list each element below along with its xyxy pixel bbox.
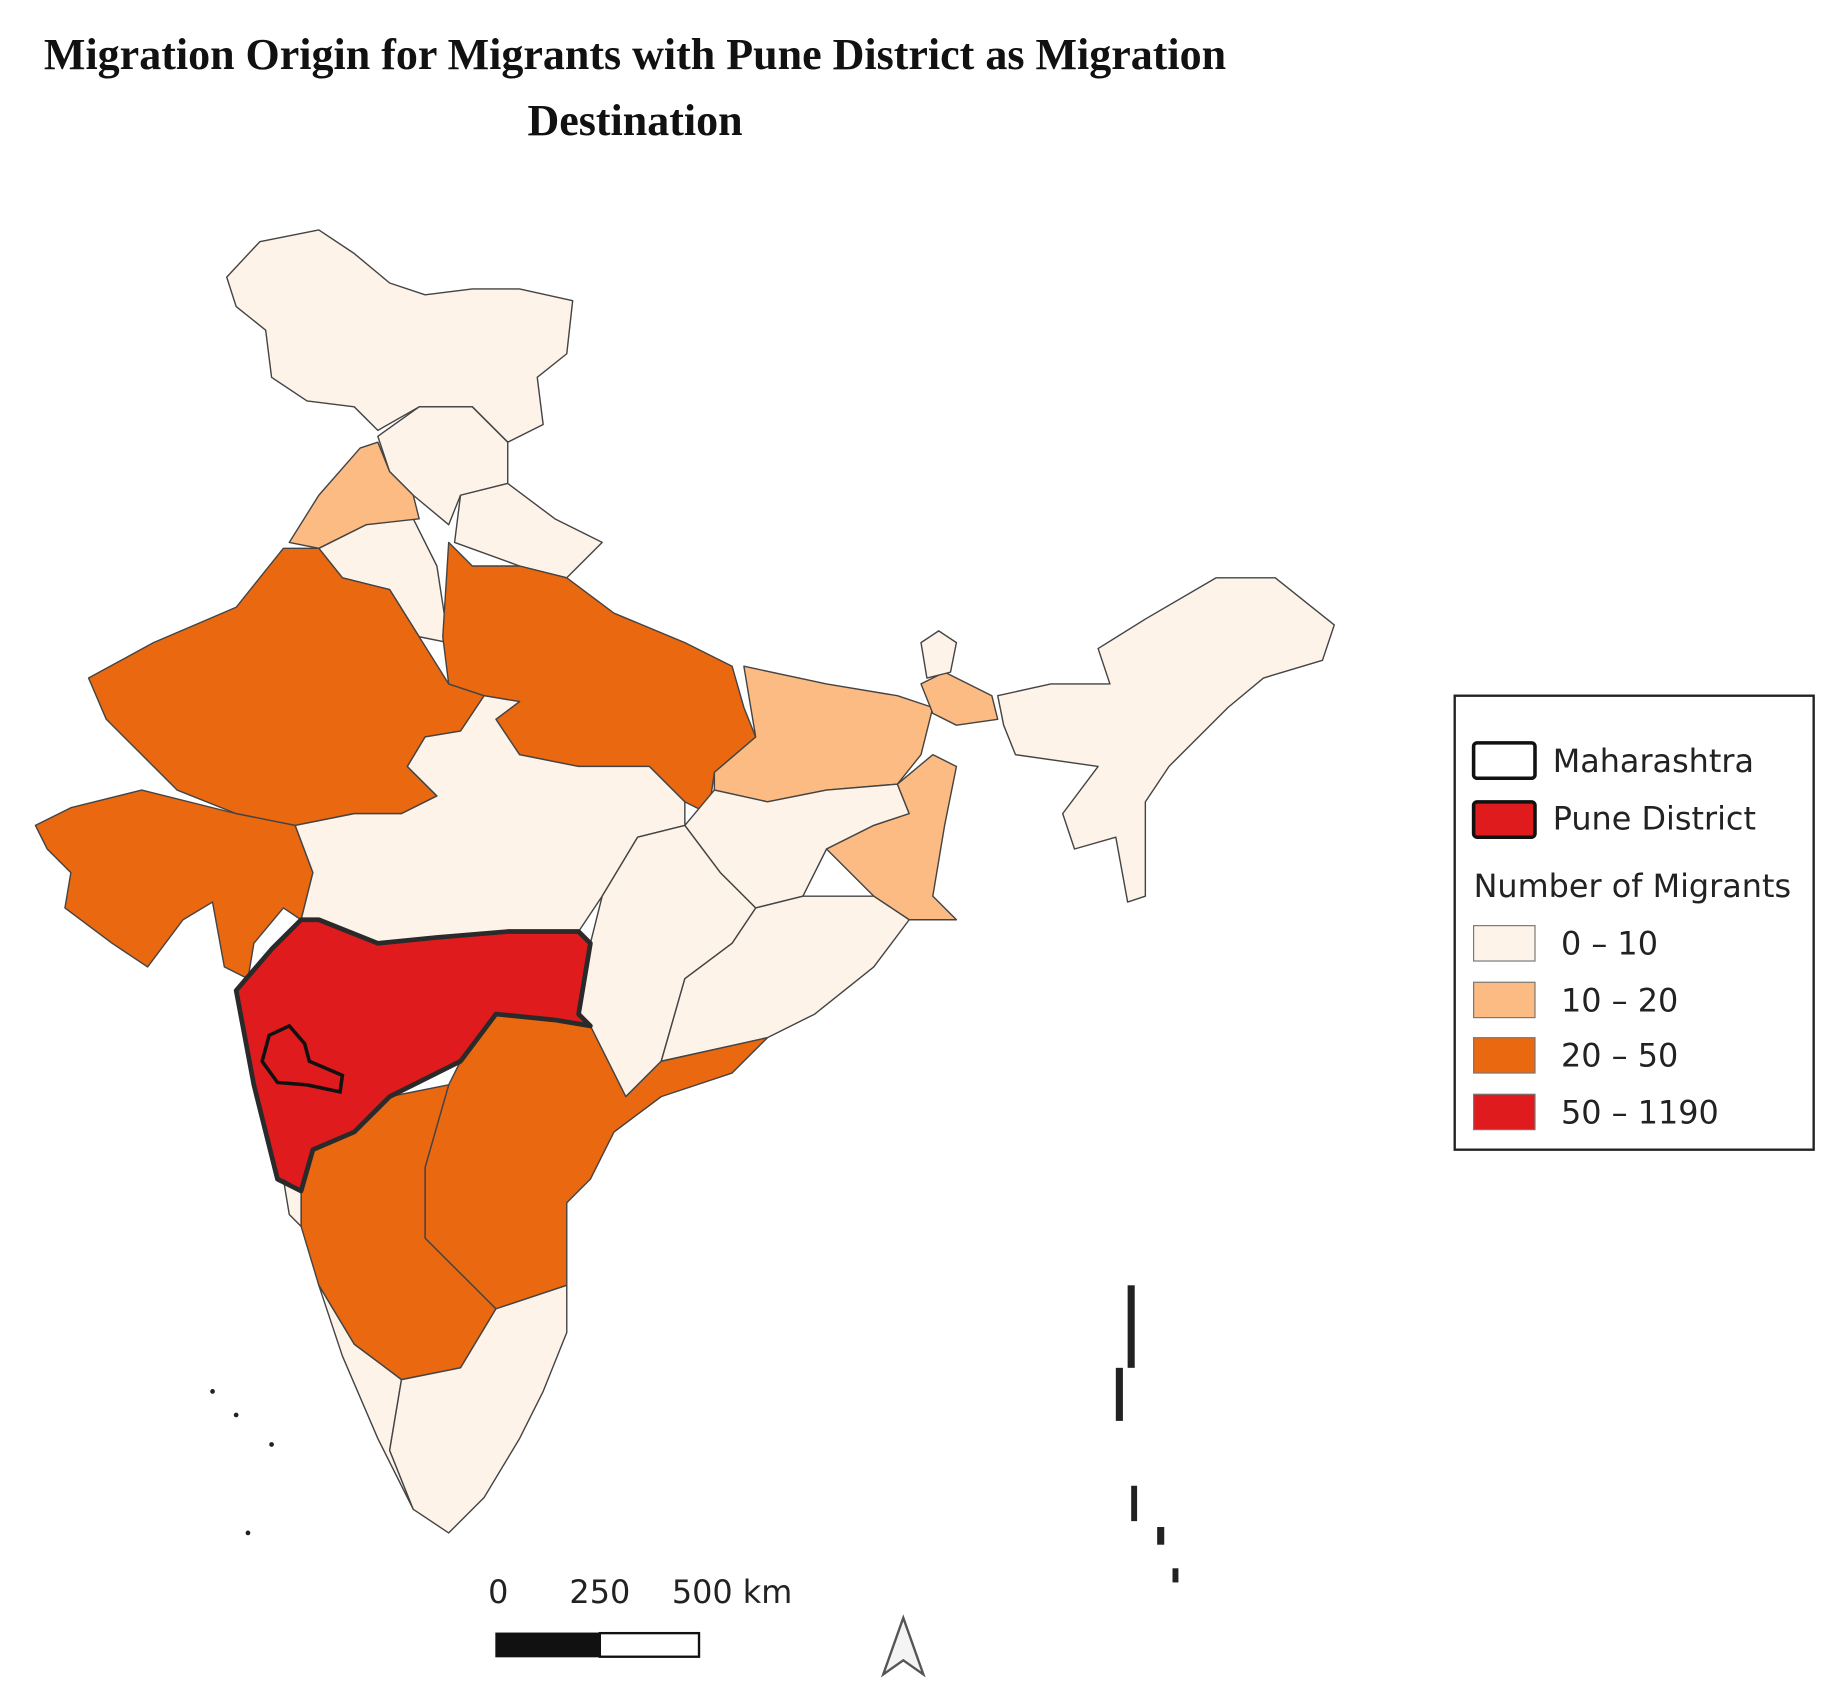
state-region [920, 630, 958, 679]
legend-label: 20 – 50 [1561, 1037, 1678, 1075]
north-arrow [880, 1614, 926, 1678]
scale-label: 0 [488, 1573, 508, 1611]
island [1157, 1527, 1165, 1545]
state-region [997, 577, 1335, 903]
legend-swatch [1473, 1037, 1536, 1074]
scale-label: 500 km [672, 1573, 792, 1611]
legend-swatch [1471, 741, 1537, 781]
state-region [424, 1013, 769, 1310]
islands [210, 1285, 1179, 1583]
scale-bar-segment [598, 1631, 701, 1658]
legend-classes: 0 – 10 10 – 20 20 – 50 50 – 1190 [1473, 925, 1719, 1131]
state-region [288, 441, 420, 550]
state-region [825, 753, 958, 921]
legend-swatch [1473, 925, 1536, 962]
scale-label: 250 [569, 1573, 630, 1611]
island [1172, 1568, 1179, 1583]
legend-swatch [1471, 800, 1537, 839]
legend-title: Number of Migrants [1474, 867, 1791, 905]
legend-label: 10 – 20 [1561, 981, 1678, 1019]
legend-label: 50 – 1190 [1561, 1093, 1719, 1131]
state-region [453, 482, 603, 579]
regions [34, 229, 1335, 1534]
state-region [225, 229, 574, 443]
island [1131, 1485, 1138, 1522]
island [269, 1442, 274, 1447]
legend-label: 0 – 10 [1561, 925, 1658, 963]
state-region [920, 671, 999, 726]
island [245, 1530, 251, 1536]
state-region [388, 1284, 568, 1534]
pune-district-outline [260, 1023, 345, 1095]
legend-swatch [1473, 1093, 1536, 1131]
scale-bar-segment [495, 1632, 601, 1658]
map-title: Migration Origin for Migrants with Pune … [43, 30, 1227, 145]
legend-label: Maharashtra [1553, 742, 1754, 780]
island [233, 1412, 239, 1418]
island [1115, 1367, 1123, 1421]
maharashtra-outline [233, 917, 593, 1194]
state-region [660, 895, 910, 1062]
legend-label: Pune District [1553, 800, 1756, 838]
island [210, 1389, 215, 1394]
legend-swatch [1473, 981, 1536, 1019]
island [1127, 1285, 1135, 1368]
